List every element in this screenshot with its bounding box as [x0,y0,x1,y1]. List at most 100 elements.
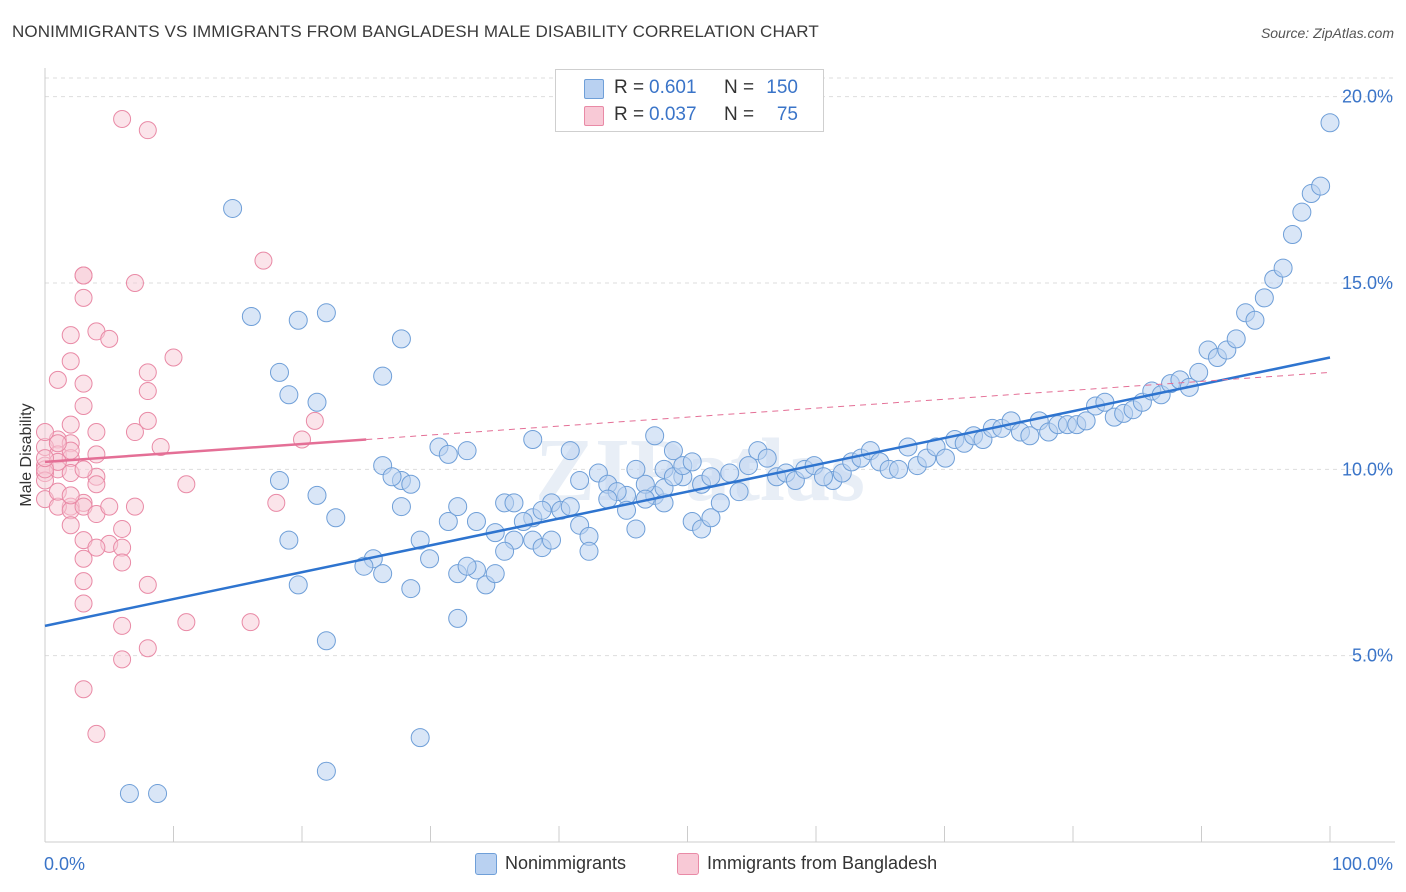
point-nonimmigrants [288,575,308,595]
point-nonimmigrants [663,441,683,461]
legend-r-value: 0.601 [649,77,697,98]
point-nonimmigrants [598,489,618,509]
point-nonimmigrants [316,761,336,781]
legend-n-label: N = [724,77,755,98]
point-nonimmigrants [701,508,721,528]
point-bangladesh [125,273,144,292]
point-nonimmigrants [710,493,730,513]
legend-row-bangladesh: R = 0.037 N = 75 [556,102,823,128]
point-nonimmigrants [391,329,411,349]
point-nonimmigrants [729,482,749,502]
point-bangladesh [36,423,54,442]
point-nonimmigrants [720,463,740,483]
point-bangladesh [61,516,80,535]
point-nonimmigrants [401,474,421,494]
point-nonimmigrants [579,541,599,561]
point-bangladesh [100,329,119,348]
legend-n-value: 150 [766,77,798,98]
point-nonimmigrants [354,556,374,576]
legend-swatch-pink [584,106,604,126]
point-bangladesh [74,460,93,479]
point-bangladesh [305,411,324,430]
point-bangladesh [87,724,106,743]
point-nonimmigrants [288,310,308,330]
point-bangladesh [125,497,144,516]
point-bangladesh [254,251,273,270]
point-nonimmigrants [279,530,299,550]
point-bangladesh [61,352,80,371]
point-bangladesh [74,549,93,568]
point-nonimmigrants [457,556,477,576]
point-bangladesh [87,538,106,557]
point-bangladesh [138,382,157,401]
point-nonimmigrants [814,467,834,487]
point-bangladesh [61,415,80,434]
trend-lines [44,356,1331,628]
legend-swatch-pink [677,853,699,875]
point-bangladesh [74,396,93,415]
point-bangladesh [138,411,157,430]
point-nonimmigrants [645,426,665,446]
trend-line-bangladesh-extension [366,371,1331,441]
point-nonimmigrants [410,728,430,748]
point-nonimmigrants [410,530,430,550]
point-nonimmigrants [316,631,336,651]
point-nonimmigrants [373,564,393,584]
point-nonimmigrants [1254,288,1274,308]
point-bangladesh [61,326,80,345]
point-nonimmigrants [1226,329,1246,349]
point-nonimmigrants [541,530,561,550]
point-nonimmigrants [495,541,515,561]
legend-r-label: R = [614,77,645,98]
trend-line-bangladesh [44,438,367,464]
point-nonimmigrants [1076,411,1096,431]
series-legend: Nonimmigrants Immigrants from Bangladesh [0,851,1406,877]
point-nonimmigrants [1273,258,1293,278]
pink-series-points [36,109,324,743]
source-label: Source: ZipAtlas.com [1260,25,1394,41]
legend-r-label: R = [614,104,645,125]
point-nonimmigrants [523,430,543,450]
legend-r-value: 0.037 [649,104,697,125]
point-nonimmigrants [241,307,261,327]
point-nonimmigrants [316,303,336,323]
trend-line-nonimmigrants [44,356,1331,628]
point-nonimmigrants [1311,176,1331,196]
point-nonimmigrants [626,519,646,539]
point-nonimmigrants [1282,225,1302,245]
point-bangladesh [177,613,196,632]
y-tick-label: 5.0% [1352,646,1393,666]
point-nonimmigrants [504,493,524,513]
point-nonimmigrants [401,579,421,599]
point-nonimmigrants [457,441,477,461]
point-bangladesh [267,493,286,512]
point-nonimmigrants [148,784,168,804]
point-nonimmigrants [701,467,721,487]
tick-labels: 5.0% 10.0% 15.0% 20.0% 0.0% 100.0% [44,87,1393,874]
point-bangladesh [87,445,106,464]
point-nonimmigrants [560,441,580,461]
point-bangladesh [113,519,132,538]
point-nonimmigrants [1245,310,1265,330]
point-nonimmigrants [466,511,486,531]
point-nonimmigrants [757,448,777,468]
point-bangladesh [113,650,132,669]
point-nonimmigrants [279,385,299,405]
point-bangladesh [113,553,132,572]
point-bangladesh [138,575,157,594]
point-nonimmigrants [1189,362,1209,382]
chart-title: NONIMMIGRANTS VS IMMIGRANTS FROM BANGLAD… [12,22,819,41]
point-nonimmigrants [382,467,402,487]
point-nonimmigrants [626,459,646,479]
point-bangladesh [113,616,132,635]
point-nonimmigrants [889,459,909,479]
point-nonimmigrants [391,497,411,517]
point-bangladesh [48,434,67,453]
x-tick-label: 0.0% [44,854,85,874]
legend-label-nonimmigrants: Nonimmigrants [505,853,627,873]
y-tick-label: 10.0% [1342,459,1393,479]
point-nonimmigrants [420,549,440,569]
point-nonimmigrants [223,198,243,218]
point-bangladesh [36,449,54,468]
